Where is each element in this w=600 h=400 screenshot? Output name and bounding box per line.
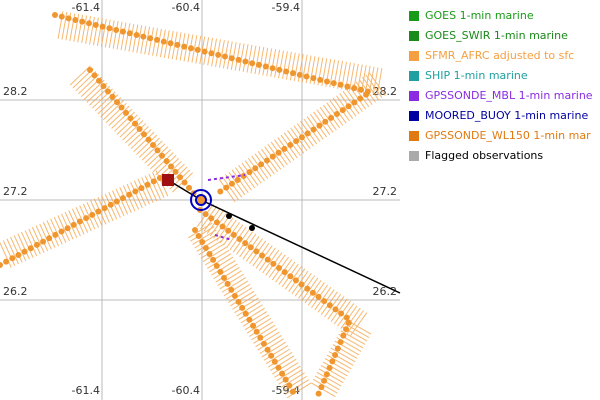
track-band <box>69 65 196 195</box>
lon-label: -60.4 <box>172 1 200 14</box>
grid: -61.4-61.4-60.4-60.4-59.4-59.428.2 28.227… <box>0 0 400 400</box>
sonde-barbs <box>207 174 246 181</box>
legend-label: GOES 1-min marine <box>425 9 534 22</box>
legend-label: Flagged observations <box>425 149 543 162</box>
lat-label: 28.2 <box>3 85 28 98</box>
storm-center <box>195 194 207 206</box>
lat-label: 26.2 <box>3 285 28 298</box>
legend-label: GPSSONDE_MBL 1-min marine <box>425 89 593 102</box>
legend-swatch <box>409 111 419 121</box>
track-dots <box>197 207 353 398</box>
legend-label: GOES_SWIR 1-min marine <box>425 29 568 42</box>
track-point <box>249 225 255 231</box>
legend-swatch <box>409 91 419 101</box>
legend-swatch <box>409 131 419 141</box>
lon-label: -59.4 <box>272 1 300 14</box>
sonde-barbs <box>214 234 233 241</box>
lon-label: -60.4 <box>172 384 200 397</box>
track-dots <box>52 12 373 198</box>
legend-swatch <box>409 11 419 21</box>
storm-center <box>190 189 212 211</box>
track-dots <box>192 227 298 398</box>
lat-label: 27.2 <box>3 185 28 198</box>
legend-swatch <box>409 31 419 41</box>
legend-swatch <box>409 71 419 81</box>
legend: GOES 1-min marine GOES_SWIR 1-min marine S… <box>409 9 593 162</box>
lon-label: -61.4 <box>72 1 100 14</box>
legend-label: SFMR_AFRC adjusted to sfc <box>425 49 574 62</box>
legend-label: MOORED_BUOY 1-min marine <box>425 109 588 122</box>
legend-swatch <box>409 151 419 161</box>
legend-label: GPSSONDE_WL150 1-min mar <box>425 129 591 142</box>
track-dots <box>0 175 163 268</box>
observation-tracks <box>0 11 394 400</box>
track-dots <box>87 67 198 198</box>
lon-label: -61.4 <box>72 384 100 397</box>
lat-label: 26.2 <box>373 285 398 298</box>
flagged-marker <box>162 174 174 186</box>
track-band <box>57 11 394 204</box>
legend-label: SHIP 1-min marine <box>425 69 528 82</box>
track-point <box>226 213 232 219</box>
lat-label: 27.2 <box>373 185 398 198</box>
legend-swatch <box>409 51 419 61</box>
